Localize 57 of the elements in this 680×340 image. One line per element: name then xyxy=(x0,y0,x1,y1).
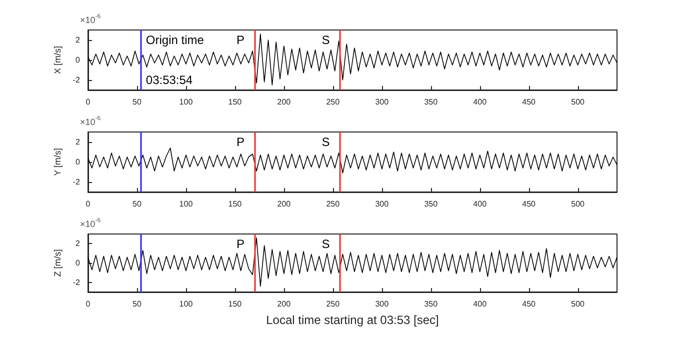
x-tick-label: 450 xyxy=(522,300,536,308)
x-tick-label: 200 xyxy=(277,200,292,208)
ref-line-label: Origin time xyxy=(146,33,204,47)
y-tick-label: 0 xyxy=(76,258,81,268)
x-tick-label: 400 xyxy=(473,98,488,106)
x-tick-label: 500 xyxy=(571,98,586,106)
x-tick-label: 300 xyxy=(375,98,390,106)
x-tick-label: 500 xyxy=(571,200,586,208)
x-tick-label: 350 xyxy=(424,98,438,106)
x-tick-label: 400 xyxy=(473,200,488,208)
line-series xyxy=(88,237,618,287)
x-tick-label: 200 xyxy=(277,98,292,106)
y-tick-label: -2 xyxy=(72,76,81,84)
x-tick-label: 350 xyxy=(424,200,438,208)
ref-line-label: P xyxy=(236,135,245,149)
line-series xyxy=(88,34,618,86)
y-tick-label: 2 xyxy=(76,239,81,248)
x-tick-label: 400 xyxy=(473,300,488,308)
y-tick-label: 2 xyxy=(76,36,81,44)
ref-line-label: S xyxy=(322,135,330,149)
y-axis-title: X [m/s] xyxy=(52,46,62,74)
x-tick-label: 50 xyxy=(132,98,142,106)
x-tick-label: 300 xyxy=(375,300,390,308)
x-tick-label: 150 xyxy=(228,98,242,106)
x-tick-label: 200 xyxy=(277,300,292,308)
x-tick-label: 250 xyxy=(326,300,340,308)
line-series xyxy=(88,148,618,174)
ref-line-label: S xyxy=(322,237,330,251)
x-tick-label: 100 xyxy=(179,200,194,208)
x-tick-label: 250 xyxy=(326,200,340,208)
x-tick-label: 50 xyxy=(132,300,142,308)
ref-line-label: S xyxy=(322,33,330,47)
x-tick-label: 0 xyxy=(86,98,91,106)
x-tick-label: 250 xyxy=(326,98,340,106)
x-axis-title: Local time starting at 03:53 [sec] xyxy=(266,313,439,327)
x-tick-label: 0 xyxy=(86,200,91,208)
x-tick-label: 100 xyxy=(179,300,194,308)
y-tick-label: -2 xyxy=(72,178,81,186)
annotation: 03:53:54 xyxy=(146,73,193,87)
y-axis-title: Z [m/s] xyxy=(52,249,62,277)
y-tick-label: 0 xyxy=(76,56,81,64)
x-tick-label: 450 xyxy=(522,200,536,208)
y-tick-label: 0 xyxy=(76,158,81,166)
x-tick-label: 300 xyxy=(375,200,390,208)
x-tick-label: 100 xyxy=(179,98,194,106)
y-tick-label: 2 xyxy=(76,138,81,146)
x-tick-label: 150 xyxy=(228,200,242,208)
x-tick-label: 350 xyxy=(424,300,438,308)
y-axis-title: Y [m/s] xyxy=(52,148,62,176)
x-tick-label: 500 xyxy=(571,300,586,308)
x-tick-label: 450 xyxy=(522,98,536,106)
x-tick-label: 50 xyxy=(132,200,142,208)
ref-line-label: P xyxy=(236,237,245,251)
ref-line-label: P xyxy=(236,33,245,47)
y-tick-label: -2 xyxy=(72,278,81,287)
x-tick-label: 150 xyxy=(228,300,242,308)
x-tick-label: 0 xyxy=(86,300,91,308)
